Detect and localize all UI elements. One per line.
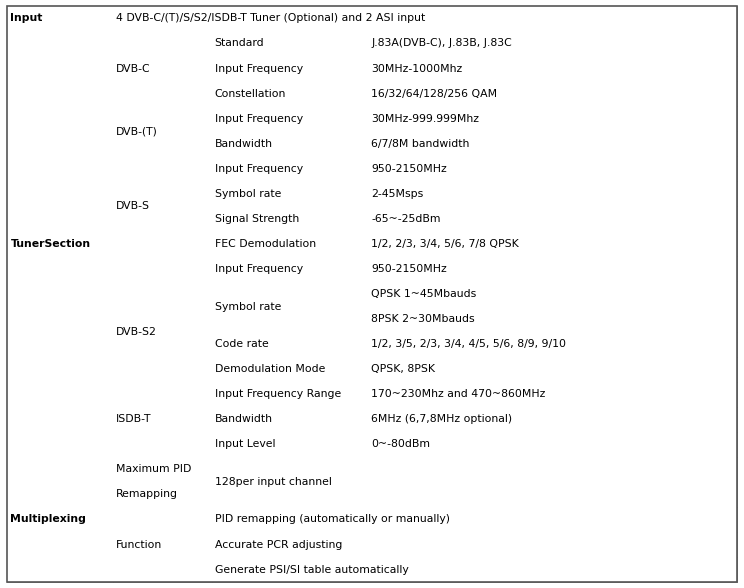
Text: 8PSK 2~30Mbauds: 8PSK 2~30Mbauds — [371, 314, 475, 324]
Text: PID remapping (automatically or manually): PID remapping (automatically or manually… — [214, 514, 449, 524]
Bar — [368, 206, 737, 231]
Bar — [211, 457, 737, 507]
Text: Multiplexing: Multiplexing — [10, 514, 86, 524]
Text: Bandwidth: Bandwidth — [214, 415, 272, 425]
Text: Generate PSI/SI table automatically: Generate PSI/SI table automatically — [214, 564, 408, 574]
Bar — [368, 332, 737, 357]
Text: Signal Strength: Signal Strength — [214, 214, 299, 224]
Text: Symbol rate: Symbol rate — [214, 302, 281, 312]
Bar — [113, 31, 211, 106]
Bar — [368, 282, 737, 332]
Bar — [211, 256, 368, 282]
Bar — [211, 282, 368, 332]
Text: Input Frequency: Input Frequency — [214, 163, 303, 173]
Bar — [368, 31, 737, 56]
Bar — [211, 56, 368, 81]
Bar — [211, 382, 368, 407]
Bar — [211, 206, 368, 231]
Bar — [368, 131, 737, 156]
Text: 6/7/8M bandwidth: 6/7/8M bandwidth — [371, 139, 469, 149]
Text: DVB-C: DVB-C — [116, 64, 151, 74]
Bar — [368, 231, 737, 256]
Bar — [211, 432, 368, 457]
Text: 0~-80dBm: 0~-80dBm — [371, 439, 430, 449]
Bar — [211, 106, 368, 131]
Bar — [113, 106, 211, 156]
Text: 128per input channel: 128per input channel — [214, 477, 331, 487]
Text: Input Frequency: Input Frequency — [214, 264, 303, 274]
Bar — [211, 407, 368, 432]
Bar — [211, 332, 368, 357]
Text: Input Frequency Range: Input Frequency Range — [214, 389, 341, 399]
Text: 950-2150MHz: 950-2150MHz — [371, 264, 447, 274]
Bar — [211, 156, 368, 181]
Bar — [7, 31, 113, 457]
Text: 1/2, 2/3, 3/4, 5/6, 7/8 QPSK: 1/2, 2/3, 3/4, 5/6, 7/8 QPSK — [371, 239, 519, 249]
Bar — [113, 507, 211, 582]
Text: 170~230Mhz and 470~860MHz: 170~230Mhz and 470~860MHz — [371, 389, 545, 399]
Bar — [211, 81, 368, 106]
Bar — [368, 407, 737, 432]
Text: DVB-S: DVB-S — [116, 201, 150, 211]
Text: 30MHz-1000Mhz: 30MHz-1000Mhz — [371, 64, 463, 74]
Text: Remapping: Remapping — [116, 489, 178, 499]
Bar — [368, 156, 737, 181]
Text: Code rate: Code rate — [214, 339, 269, 349]
Text: TunerSection: TunerSection — [10, 239, 91, 249]
Text: Maximum PID: Maximum PID — [116, 465, 191, 475]
Text: DVB-S2: DVB-S2 — [116, 326, 157, 336]
Bar — [211, 31, 368, 56]
Text: Input Frequency: Input Frequency — [214, 113, 303, 123]
Bar — [211, 131, 368, 156]
Text: Accurate PCR adjusting: Accurate PCR adjusting — [214, 540, 342, 550]
Bar — [368, 256, 737, 282]
Bar — [211, 557, 737, 582]
Text: Input: Input — [10, 14, 43, 24]
Bar — [211, 507, 737, 532]
Text: Input Level: Input Level — [214, 439, 275, 449]
Bar — [113, 382, 211, 457]
Text: 16/32/64/128/256 QAM: 16/32/64/128/256 QAM — [371, 89, 498, 99]
Bar — [211, 357, 368, 382]
Bar — [211, 532, 737, 557]
Bar — [368, 432, 737, 457]
Text: J.83A(DVB-C), J.83B, J.83C: J.83A(DVB-C), J.83B, J.83C — [371, 38, 512, 48]
Text: 6MHz (6,7,8MHz optional): 6MHz (6,7,8MHz optional) — [371, 415, 513, 425]
Bar — [368, 56, 737, 81]
Bar — [211, 231, 368, 256]
Bar — [368, 357, 737, 382]
Text: 30MHz-999.999Mhz: 30MHz-999.999Mhz — [371, 113, 479, 123]
Bar — [113, 156, 211, 256]
Bar — [113, 6, 737, 31]
Text: Standard: Standard — [214, 38, 264, 48]
Text: Function: Function — [116, 540, 162, 550]
Bar — [368, 181, 737, 206]
Text: Symbol rate: Symbol rate — [214, 189, 281, 199]
Text: QPSK, 8PSK: QPSK, 8PSK — [371, 364, 435, 374]
Text: Constellation: Constellation — [214, 89, 286, 99]
Text: Input Frequency: Input Frequency — [214, 64, 303, 74]
Text: DVB-(T): DVB-(T) — [116, 126, 158, 136]
Text: Demodulation Mode: Demodulation Mode — [214, 364, 325, 374]
Bar — [368, 106, 737, 131]
Bar — [368, 81, 737, 106]
Text: 2-45Msps: 2-45Msps — [371, 189, 423, 199]
Bar — [368, 382, 737, 407]
Text: ISDB-T: ISDB-T — [116, 415, 152, 425]
Text: 4 DVB-C/(T)/S/S2/ISDB-T Tuner (Optional) and 2 ASI input: 4 DVB-C/(T)/S/S2/ISDB-T Tuner (Optional)… — [116, 14, 426, 24]
Text: QPSK 1~45Mbauds: QPSK 1~45Mbauds — [371, 289, 477, 299]
Text: Bandwidth: Bandwidth — [214, 139, 272, 149]
Bar — [113, 457, 211, 507]
Text: -65~-25dBm: -65~-25dBm — [371, 214, 441, 224]
Text: FEC Demodulation: FEC Demodulation — [214, 239, 315, 249]
Text: 1/2, 3/5, 2/3, 3/4, 4/5, 5/6, 8/9, 9/10: 1/2, 3/5, 2/3, 3/4, 4/5, 5/6, 8/9, 9/10 — [371, 339, 566, 349]
Bar — [7, 6, 113, 31]
Bar — [7, 457, 113, 582]
Text: 950-2150MHz: 950-2150MHz — [371, 163, 447, 173]
Bar — [211, 181, 368, 206]
Bar — [113, 256, 211, 407]
